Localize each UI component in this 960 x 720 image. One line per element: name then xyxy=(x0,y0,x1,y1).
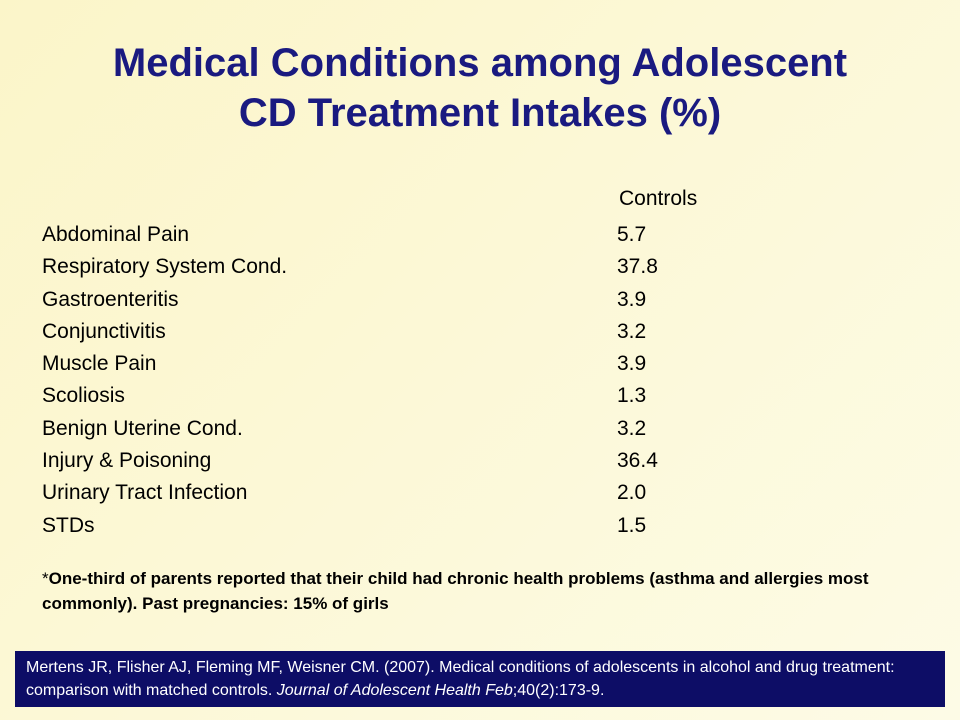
condition-label: Urinary Tract Infection xyxy=(42,481,248,505)
slide-title-line-2: CD Treatment Intakes (%) xyxy=(238,91,722,135)
table-row: Injury & Poisoning 36.4 xyxy=(42,447,742,479)
condition-label: Conjunctivitis xyxy=(42,319,166,343)
condition-label: Abdominal Pain xyxy=(42,223,190,246)
table-row: Respiratory System Cond. 37.8 xyxy=(42,253,742,285)
condition-label: Scoliosis xyxy=(42,384,125,408)
citation-box: Mertens JR, Flisher AJ, Fleming MF, Weis… xyxy=(15,651,945,707)
condition-value: 5.7 xyxy=(617,223,647,246)
condition-value: 3.9 xyxy=(617,352,647,376)
footnote-asterisk: * xyxy=(42,569,49,588)
condition-label: Injury & Poisoning xyxy=(42,449,212,473)
condition-value: 3.2 xyxy=(617,416,647,440)
citation-journal: Journal of Adolescent Health Feb xyxy=(276,682,513,699)
slide-title: Medical Conditions among Adolescent CD T… xyxy=(40,38,920,138)
table-row: Gastroenteritis 3.9 xyxy=(42,286,742,318)
condition-label: Gastroenteritis xyxy=(42,287,179,311)
condition-label: STDs xyxy=(42,513,95,537)
condition-value: 1.5 xyxy=(617,513,647,537)
condition-value: 3.9 xyxy=(617,287,647,311)
footnote: *One-third of parents reported that thei… xyxy=(42,566,912,616)
condition-value: 36.4 xyxy=(617,449,658,473)
table-row: Benign Uterine Cond. 3.2 xyxy=(42,415,742,447)
table-row: Muscle Pain 3.9 xyxy=(42,350,742,382)
table-row: Conjunctivitis 3.2 xyxy=(42,318,742,350)
slide-title-line-1: Medical Conditions among Adolescent xyxy=(112,41,848,85)
table-row: Urinary Tract Infection 2.0 xyxy=(42,479,742,511)
table-row: Scoliosis 1.3 xyxy=(42,382,742,414)
condition-value: 37.8 xyxy=(617,255,658,279)
conditions-table: Abdominal Pain 5.7 Respiratory System Co… xyxy=(42,221,742,544)
condition-label: Benign Uterine Cond. xyxy=(42,416,243,440)
table-row: STDs 1.5 xyxy=(42,512,742,544)
citation-text: Mertens JR, Flisher AJ, Fleming MF, Weis… xyxy=(26,659,895,699)
footnote-text: One-third of parents reported that their… xyxy=(42,569,869,613)
table-row: Abdominal Pain 5.7 xyxy=(42,221,742,253)
condition-value: 2.0 xyxy=(617,481,647,505)
condition-value: 1.3 xyxy=(617,384,647,408)
condition-label: Muscle Pain xyxy=(42,352,157,376)
condition-label: Respiratory System Cond. xyxy=(42,255,288,279)
citation-volume: ;40(2):173-9. xyxy=(512,682,605,699)
condition-value: 3.2 xyxy=(617,319,647,343)
column-header-controls: Controls xyxy=(619,187,698,210)
